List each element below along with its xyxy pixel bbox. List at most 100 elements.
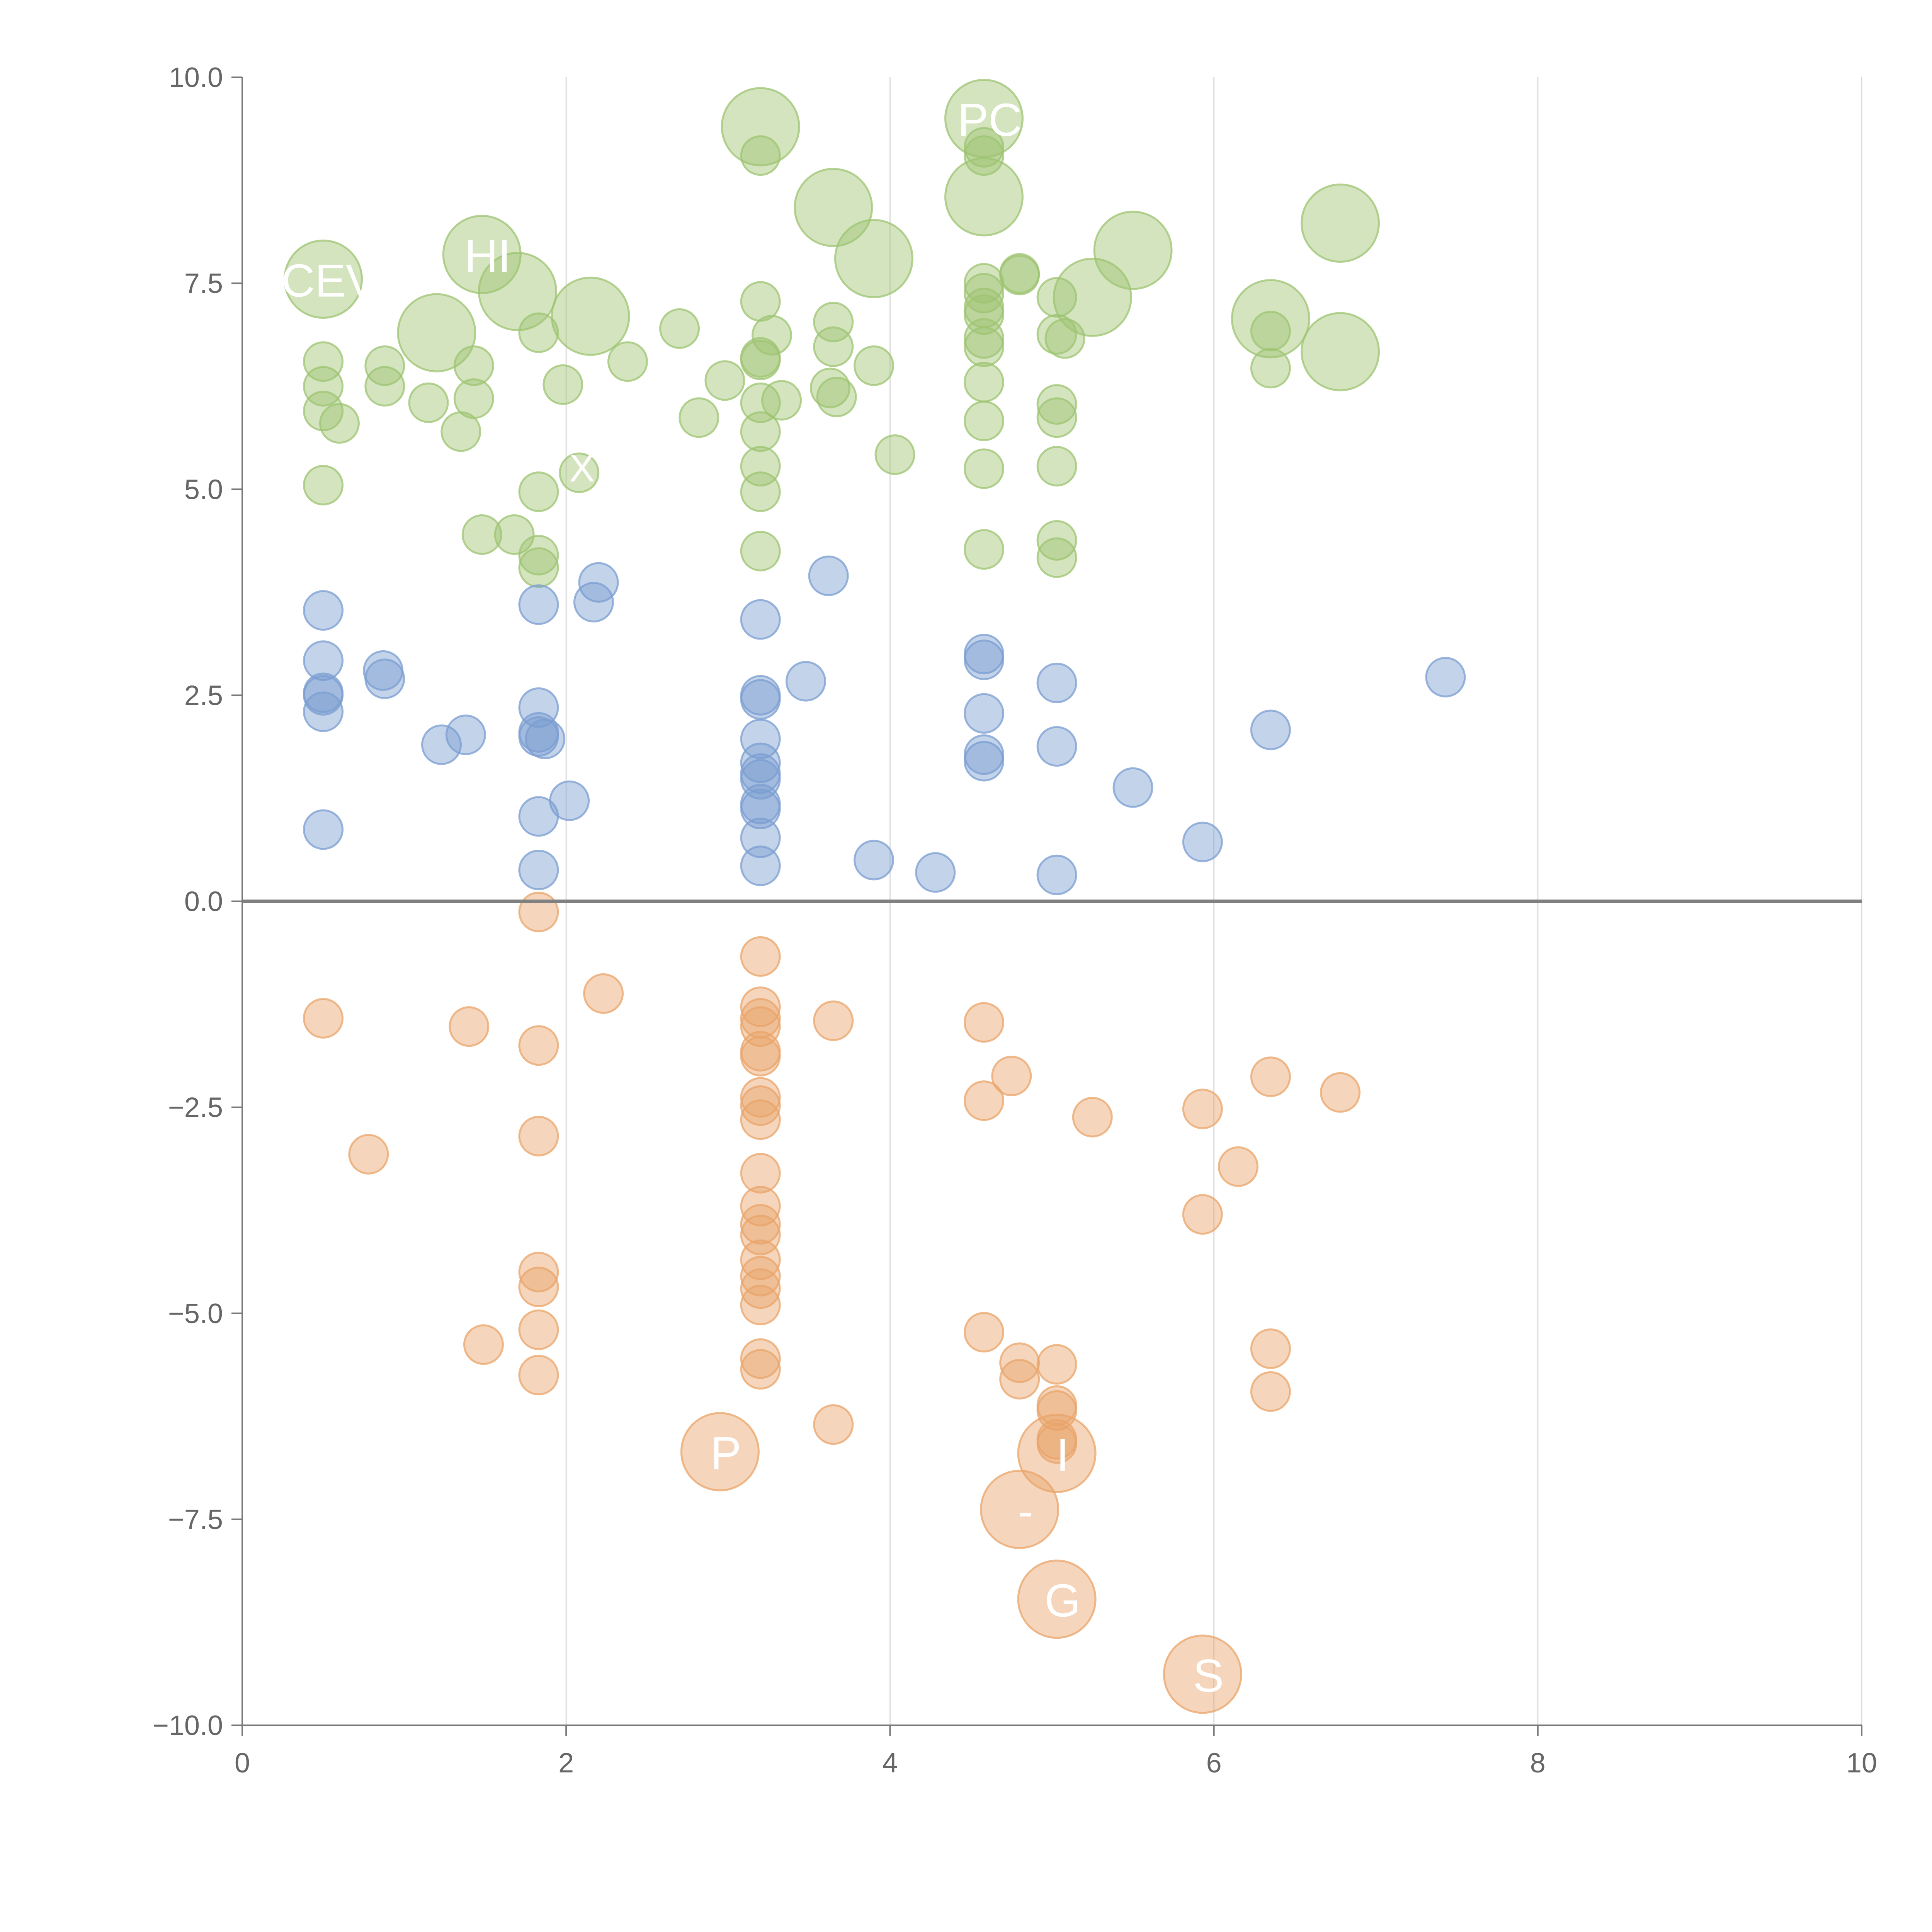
orange-point — [813, 1000, 854, 1041]
orange-point — [518, 891, 559, 932]
y-tick-label: 0.0 — [184, 886, 223, 917]
green-point — [1036, 520, 1077, 561]
y-tick-label: 10.0 — [169, 62, 223, 93]
green-point — [704, 360, 745, 401]
orange-point — [740, 1077, 781, 1118]
green-point — [303, 366, 344, 407]
green-point — [999, 253, 1040, 294]
x-tick-label: 4 — [882, 1748, 898, 1779]
blue-point — [573, 582, 614, 622]
green-point — [813, 301, 854, 342]
y-tick-label: −5.0 — [168, 1298, 223, 1329]
blue-point — [303, 675, 344, 716]
green-point — [518, 312, 559, 353]
orange-point — [518, 1116, 559, 1156]
green-point — [453, 378, 494, 419]
green-point — [751, 315, 792, 355]
green-point — [1250, 348, 1291, 389]
blue-point — [808, 555, 849, 596]
green-point — [1036, 446, 1077, 487]
blue-point — [1425, 656, 1466, 697]
blue-point — [853, 840, 894, 881]
green-point — [1093, 211, 1173, 290]
green-point — [816, 376, 857, 417]
blue-point — [740, 759, 781, 800]
orange-point — [1036, 1344, 1077, 1385]
x-tick-label: 10 — [1846, 1748, 1877, 1779]
orange-point — [740, 1239, 781, 1280]
green-point — [963, 273, 1004, 314]
y-tick-label: −10.0 — [153, 1710, 223, 1741]
point-label: - — [1018, 1485, 1033, 1537]
green-point — [518, 471, 559, 512]
orange-point — [1036, 1423, 1077, 1464]
blue-point — [525, 718, 566, 759]
orange-point — [999, 1359, 1040, 1400]
green-point — [461, 514, 502, 555]
green-point — [740, 471, 781, 512]
orange-point — [463, 1324, 504, 1365]
blue-point — [740, 679, 781, 720]
point-label: PC — [957, 94, 1022, 146]
blue-point — [740, 718, 781, 759]
orange-point — [740, 936, 781, 977]
orange-point — [740, 1256, 781, 1297]
green-point — [963, 294, 1004, 335]
green-point — [551, 276, 630, 356]
orange-point — [1163, 1634, 1242, 1714]
blue-point — [518, 849, 559, 890]
green-point — [740, 135, 781, 176]
orange-point — [583, 973, 624, 1014]
green-point — [453, 345, 494, 386]
point-labels: CEV HI X PC P -I G S — [281, 94, 1224, 1702]
orange-point — [1250, 1371, 1291, 1412]
orange-point — [1072, 1097, 1113, 1138]
blue-point — [740, 845, 781, 886]
orange-point — [740, 1099, 781, 1140]
green-point — [963, 362, 1004, 403]
green-point — [518, 547, 559, 588]
blue-point — [1250, 709, 1291, 750]
orange-point — [963, 1312, 1004, 1353]
blue-point — [303, 809, 344, 850]
axes: −10.0 −7.5 −5.0 −2.5 0.0 2.5 5.0 7.5 10.0 0 2 4 6 8 10 — [153, 62, 1877, 1779]
point-label: CEV — [281, 255, 377, 306]
green-point — [478, 252, 557, 331]
orange-point — [518, 1309, 559, 1350]
orange-point — [1320, 1072, 1361, 1113]
data-points — [284, 79, 1466, 1714]
green-point — [442, 214, 522, 294]
orange-point — [813, 1404, 854, 1445]
orange-point — [518, 1025, 559, 1066]
orange-point — [1182, 1088, 1223, 1129]
orange-point — [1182, 1194, 1223, 1235]
orange-point — [740, 1153, 781, 1194]
orange-point — [1250, 1056, 1291, 1097]
green-point — [963, 400, 1004, 441]
orange-point — [740, 1268, 781, 1309]
green-point — [679, 397, 719, 438]
green-point — [559, 452, 600, 493]
orange-point — [1250, 1328, 1291, 1369]
green-point — [963, 127, 1004, 168]
orange-point — [1017, 1413, 1097, 1493]
point-label: I — [1056, 1429, 1069, 1481]
x-tick-label: 6 — [1206, 1748, 1222, 1779]
green-point — [1036, 277, 1077, 318]
green-point — [1036, 384, 1077, 425]
y-tick-label: 7.5 — [184, 268, 223, 299]
green-point — [397, 293, 476, 372]
green-point — [1053, 257, 1132, 337]
x-tick-label: 8 — [1530, 1748, 1546, 1779]
point-label: S — [1193, 1650, 1224, 1702]
point-label: X — [569, 447, 595, 490]
orange-point — [963, 1002, 1004, 1043]
orange-point — [1218, 1146, 1259, 1187]
green-point — [494, 514, 535, 555]
blue-point — [740, 742, 781, 783]
green-point — [853, 345, 894, 386]
green-point — [659, 308, 700, 349]
green-point — [963, 529, 1004, 570]
orange-point — [740, 1349, 781, 1390]
green-point — [944, 79, 1024, 158]
